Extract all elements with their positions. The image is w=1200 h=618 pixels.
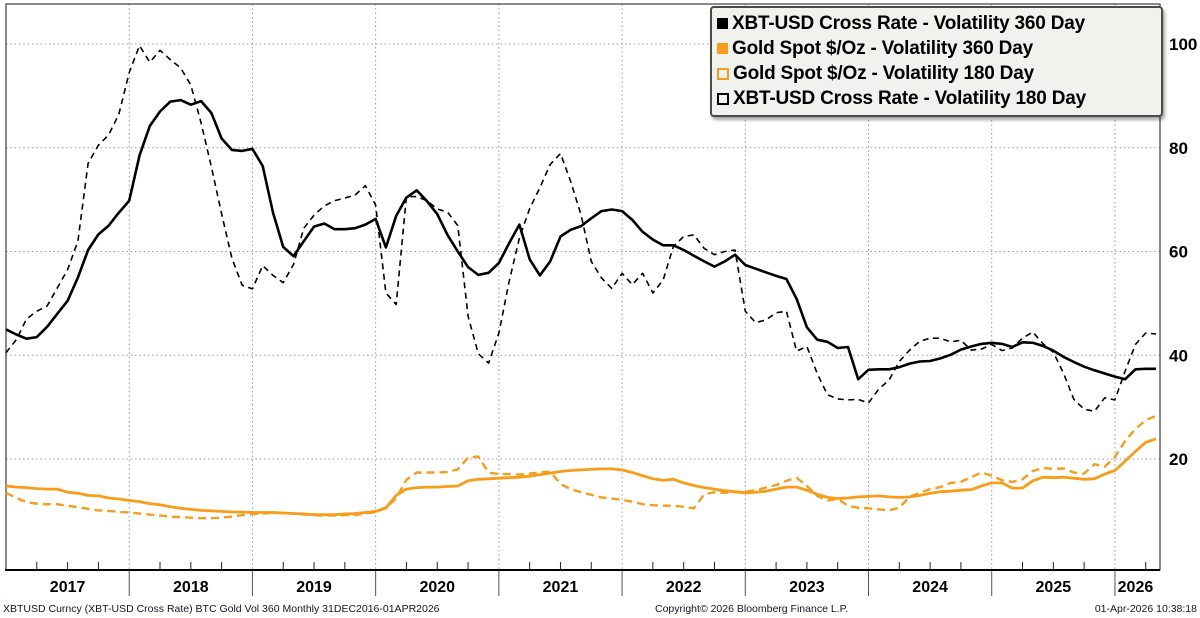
x-axis-year-label: 2021 — [543, 579, 579, 596]
legend-label: Gold Spot $/Oz - Volatility 180 Day — [733, 62, 1034, 84]
x-axis-year-label: 2019 — [296, 579, 332, 596]
series-line-xbt-usd-cross-rate-volatility-360-day — [5, 98, 1156, 381]
x-axis-year-label: 2026 — [1118, 579, 1154, 596]
series-line-gold-spot-oz-volatility-360-day — [5, 437, 1157, 516]
x-axis-year-label: 2017 — [50, 579, 86, 596]
series-line-xbt-usd-cross-rate-volatility-180-day — [5, 44, 1157, 413]
legend-item-1[interactable]: XBT-USD Cross Rate - Volatility 360 Day — [717, 11, 1155, 36]
x-axis-year-label: 2025 — [1036, 579, 1072, 596]
legend-item-2[interactable]: Gold Spot $/Oz - Volatility 360 Day — [717, 36, 1155, 61]
legend-item-4[interactable]: XBT-USD Cross Rate - Volatility 180 Day — [717, 86, 1155, 111]
x-axis-year-label: 2022 — [666, 579, 702, 596]
footer-security-info: XBTUSD Curncy (XBT-USD Cross Rate) BTC G… — [3, 603, 440, 615]
legend-label: XBT-USD Cross Rate - Volatility 180 Day — [733, 87, 1086, 109]
footer-copyright: Copyright© 2026 Bloomberg Finance L.P. — [655, 603, 849, 615]
dashed-square-swatch-icon — [717, 67, 729, 80]
legend-item-3[interactable]: Gold Spot $/Oz - Volatility 180 Day — [717, 61, 1155, 86]
x-axis-year-label: 2018 — [173, 579, 209, 596]
solid-square-swatch-icon — [717, 18, 728, 29]
legend-label: Gold Spot $/Oz - Volatility 360 Day — [732, 37, 1033, 59]
x-axis-year-label: 2023 — [789, 579, 825, 596]
y-axis-tick-label: 100 — [1169, 35, 1197, 54]
solid-square-swatch-icon — [717, 43, 728, 54]
y-axis-tick-label: 20 — [1169, 450, 1188, 469]
y-axis-tick-label: 80 — [1169, 139, 1188, 158]
dashed-square-swatch-icon — [717, 92, 729, 105]
chart-legend[interactable]: XBT-USD Cross Rate - Volatility 360 Day G… — [710, 6, 1163, 117]
series-line-gold-spot-oz-volatility-180-day — [5, 414, 1157, 520]
footer-timestamp: 01-Apr-2026 10:38:18 — [1094, 603, 1197, 615]
y-axis-tick-label: 60 — [1169, 243, 1188, 262]
x-axis-year-label: 2024 — [912, 579, 948, 596]
y-axis-tick-label: 40 — [1169, 346, 1188, 365]
legend-label: XBT-USD Cross Rate - Volatility 360 Day — [732, 12, 1085, 34]
x-axis-year-label: 2020 — [419, 579, 455, 596]
